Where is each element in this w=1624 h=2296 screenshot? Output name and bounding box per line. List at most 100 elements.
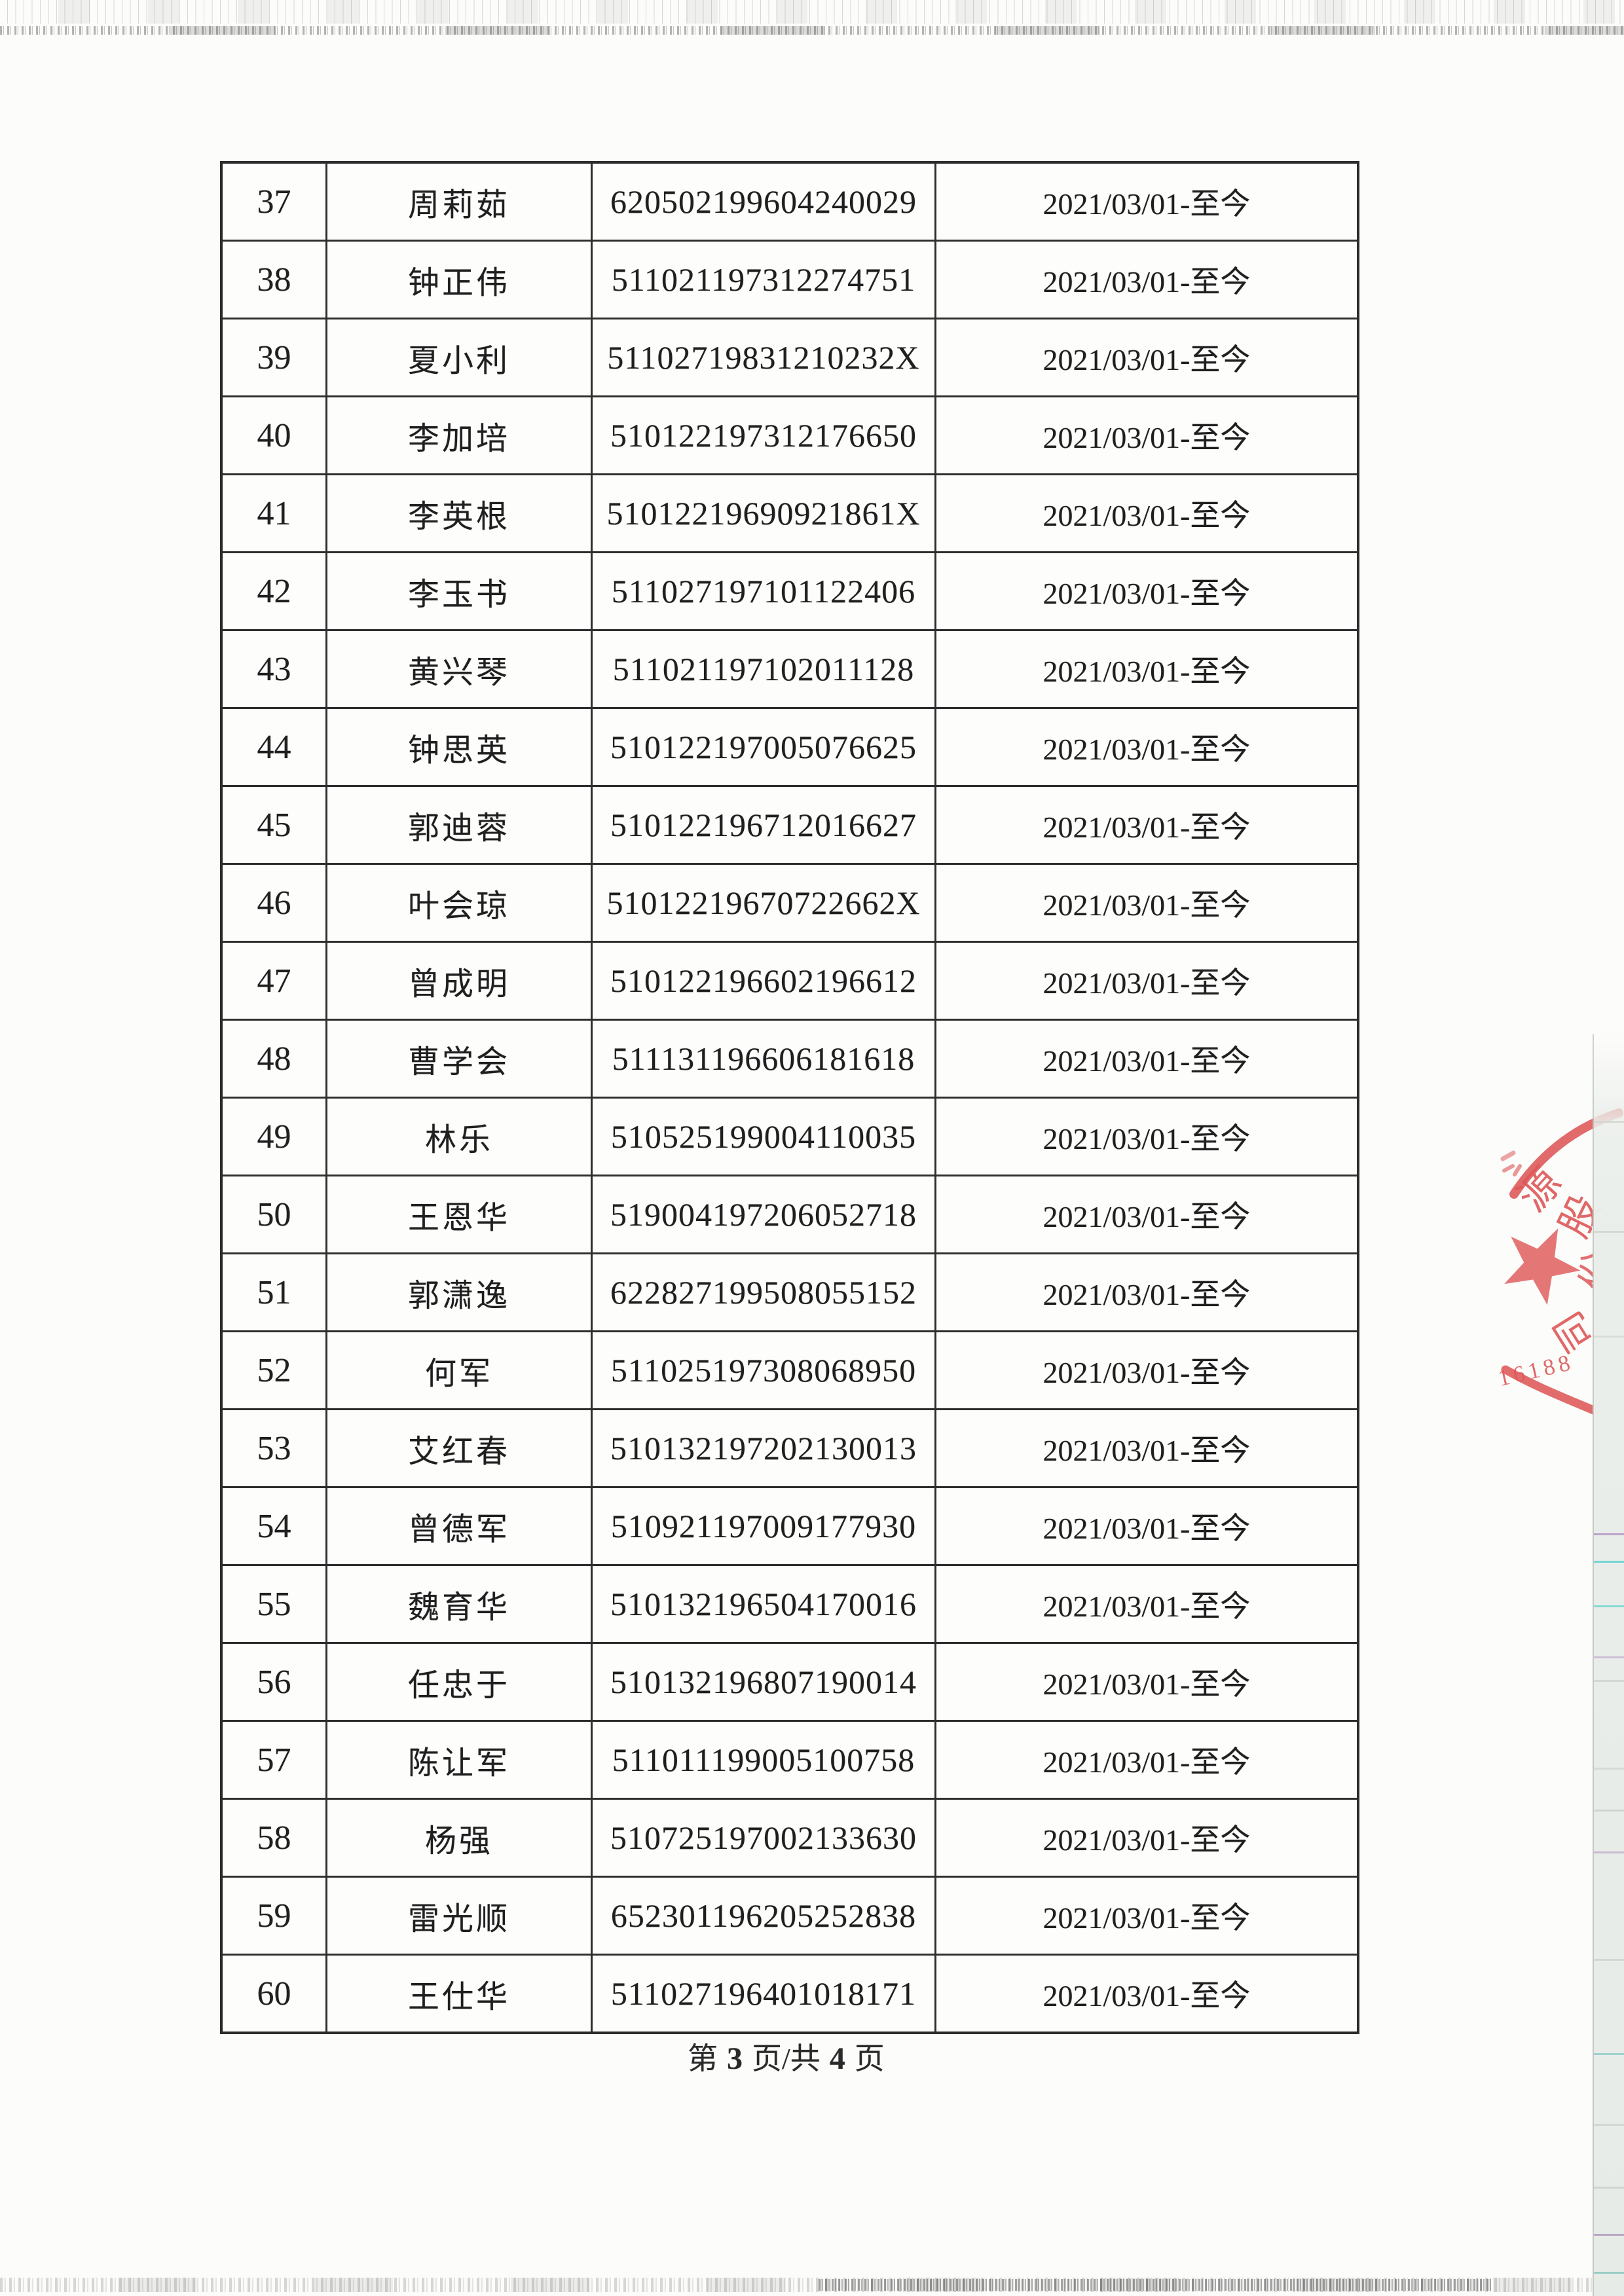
footer-suffix: 页 [854, 2042, 885, 2075]
cell-period: 2021/03/01-至今 [1043, 499, 1251, 532]
cell-id-number: 510525199004110035 [593, 1099, 936, 1175]
cell-period: 2021/03/01-至今 [1043, 1667, 1251, 1701]
cell-id-number: 511021197102011128 [593, 631, 936, 707]
cell-period: 2021/03/01-至今 [1043, 811, 1251, 844]
footer-prefix: 第 [688, 2042, 718, 2075]
edge-line [1594, 1810, 1624, 1812]
table-row: 60 王仕华 511027196401018171 2021/03/01-至今 [223, 1956, 1357, 2032]
cell-period: 2021/03/01-至今 [1043, 888, 1251, 922]
cell-id-number: 511025197308068950 [593, 1332, 936, 1408]
cell-period: 2021/03/01-至今 [1043, 1356, 1251, 1389]
cell-row-number: 47 [223, 943, 327, 1019]
edge-line-purple [1594, 1851, 1624, 1853]
cell-period: 2021/03/01-至今 [1043, 187, 1251, 221]
cell-person-name: 李玉书 [327, 553, 593, 629]
cell-person-name: 王恩华 [327, 1176, 593, 1252]
table-row: 45 郭迪蓉 510122196712016627 2021/03/01-至今 [223, 787, 1357, 865]
edge-line [1594, 1680, 1624, 1682]
footer-separator: 页/共 [752, 2042, 821, 2075]
cell-person-name: 王仕华 [327, 1956, 593, 2032]
cell-id-number: 511011199005100758 [593, 1722, 936, 1798]
cell-row-number: 39 [223, 319, 327, 395]
cell-id-number: 510132196807190014 [593, 1644, 936, 1720]
cell-period: 2021/03/01-至今 [1043, 1044, 1251, 1078]
cell-row-number: 50 [223, 1176, 327, 1252]
table-row: 40 李加培 510122197312176650 2021/03/01-至今 [223, 397, 1357, 475]
table-row: 41 李英根 51012219690921861X 2021/03/01-至今 [223, 475, 1357, 553]
edge-line-cyan [1594, 1605, 1624, 1607]
personnel-table: 37 周莉茹 620502199604240029 2021/03/01-至今 … [220, 161, 1359, 2034]
cell-period: 2021/03/01-至今 [1043, 1278, 1251, 1311]
edge-line [1594, 1959, 1624, 1961]
footer-page-number: 3 [727, 2041, 743, 2076]
edge-line [1594, 2124, 1624, 2126]
cell-person-name: 周莉茹 [327, 164, 593, 240]
cell-person-name: 何军 [327, 1332, 593, 1408]
cell-row-number: 52 [223, 1332, 327, 1408]
cell-row-number: 60 [223, 1956, 327, 2032]
cell-id-number: 652301196205252838 [593, 1878, 936, 1954]
cell-row-number: 56 [223, 1644, 327, 1720]
edge-line-cyan [1594, 1561, 1624, 1563]
cell-id-number: 620502199604240029 [593, 164, 936, 240]
cell-period: 2021/03/01-至今 [1043, 265, 1251, 299]
edge-line [1594, 1656, 1624, 1658]
cell-person-name: 李加培 [327, 397, 593, 473]
cell-person-name: 李英根 [327, 475, 593, 551]
cell-period: 2021/03/01-至今 [1043, 1122, 1251, 1156]
cell-id-number: 511027196401018171 [593, 1956, 936, 2032]
table-row: 59 雷光顺 652301196205252838 2021/03/01-至今 [223, 1878, 1357, 1956]
cell-row-number: 45 [223, 787, 327, 863]
cell-period: 2021/03/01-至今 [1043, 966, 1251, 1000]
edge-line-purple [1594, 1533, 1624, 1535]
cell-period: 2021/03/01-至今 [1043, 1745, 1251, 1779]
cell-id-number: 511131196606181618 [593, 1021, 936, 1097]
table-row: 48 曹学会 511131196606181618 2021/03/01-至今 [223, 1021, 1357, 1099]
cell-person-name: 曹学会 [327, 1021, 593, 1097]
cell-row-number: 37 [223, 164, 327, 240]
cell-period: 2021/03/01-至今 [1043, 343, 1251, 376]
cell-period: 2021/03/01-至今 [1043, 655, 1251, 688]
cell-row-number: 55 [223, 1566, 327, 1642]
scan-noise-top-line [0, 26, 1624, 35]
page-edge-strip [1593, 1034, 1624, 2296]
cell-id-number: 510122196712016627 [593, 787, 936, 863]
cell-id-number: 51012219690921861X [593, 475, 936, 551]
table-row: 38 钟正伟 511021197312274751 2021/03/01-至今 [223, 242, 1357, 319]
cell-row-number: 40 [223, 397, 327, 473]
cell-id-number: 510725197002133630 [593, 1800, 936, 1876]
table-row: 47 曾成明 510122196602196612 2021/03/01-至今 [223, 943, 1357, 1021]
table-row: 51 郭潇逸 622827199508055152 2021/03/01-至今 [223, 1254, 1357, 1332]
cell-period: 2021/03/01-至今 [1043, 1823, 1251, 1857]
cell-id-number: 510122197312176650 [593, 397, 936, 473]
table-row: 42 李玉书 511027197101122406 2021/03/01-至今 [223, 553, 1357, 631]
table-row: 37 周莉茹 620502199604240029 2021/03/01-至今 [223, 164, 1357, 242]
cell-row-number: 49 [223, 1099, 327, 1175]
footer-total-pages: 4 [829, 2041, 845, 2076]
edge-line [1594, 1336, 1624, 1338]
edge-line [1594, 1231, 1624, 1233]
cell-person-name: 曾成明 [327, 943, 593, 1019]
cell-person-name: 林乐 [327, 1099, 593, 1175]
cell-row-number: 51 [223, 1254, 327, 1330]
cell-id-number: 510122197005076625 [593, 709, 936, 785]
cell-row-number: 42 [223, 553, 327, 629]
cell-person-name: 魏育华 [327, 1566, 593, 1642]
cell-id-number: 510921197009177930 [593, 1488, 936, 1564]
cell-id-number: 51102719831210232X [593, 319, 936, 395]
edge-line-cyan [1594, 2272, 1624, 2274]
cell-period: 2021/03/01-至今 [1043, 1979, 1251, 2013]
cell-person-name: 陈让军 [327, 1722, 593, 1798]
cell-period: 2021/03/01-至今 [1043, 1512, 1251, 1545]
cell-person-name: 杨强 [327, 1800, 593, 1876]
cell-person-name: 黄兴琴 [327, 631, 593, 707]
table-row: 53 艾红春 510132197202130013 2021/03/01-至今 [223, 1410, 1357, 1488]
cell-period: 2021/03/01-至今 [1043, 1590, 1251, 1623]
cell-id-number: 622827199508055152 [593, 1254, 936, 1330]
cell-row-number: 43 [223, 631, 327, 707]
cell-id-number: 519004197206052718 [593, 1176, 936, 1252]
cell-period: 2021/03/01-至今 [1043, 1200, 1251, 1233]
table-row: 43 黄兴琴 511021197102011128 2021/03/01-至今 [223, 631, 1357, 709]
cell-row-number: 59 [223, 1878, 327, 1954]
cell-person-name: 郭潇逸 [327, 1254, 593, 1330]
